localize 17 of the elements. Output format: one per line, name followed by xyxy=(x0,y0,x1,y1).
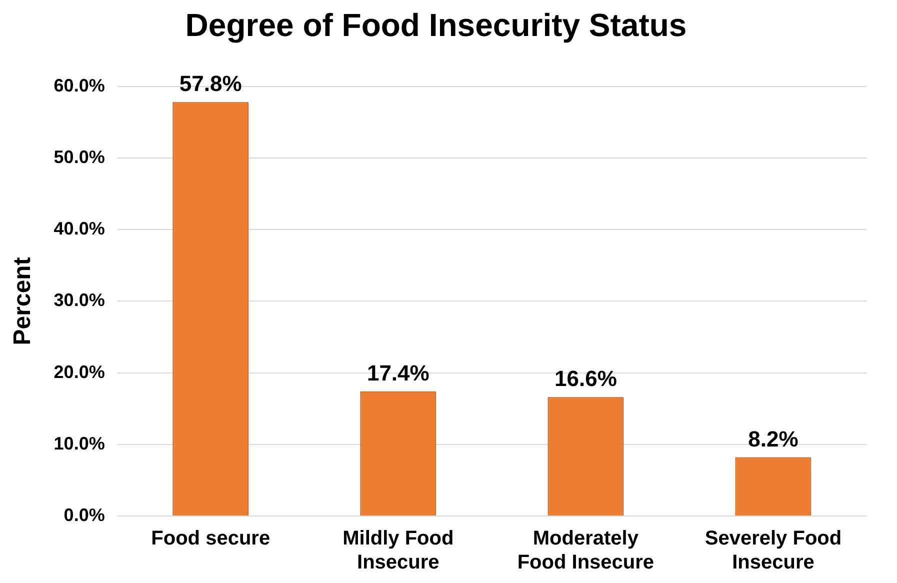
x-tick-label: Moderately Food Insecure xyxy=(517,528,654,574)
data-label: 8.2% xyxy=(748,426,798,452)
x-tick-label: Food secure xyxy=(151,528,270,550)
x-tick-label: Mildly Food Insecure xyxy=(342,528,454,574)
y-tick-label: 60.0% xyxy=(54,75,105,96)
y-tick-label: 40.0% xyxy=(54,218,105,239)
y-tick-label: 30.0% xyxy=(54,290,105,310)
data-label: 57.8% xyxy=(179,71,242,96)
y-tick-label: 0.0% xyxy=(64,504,105,525)
data-label: 16.6% xyxy=(554,366,617,392)
y-tick-label: 20.0% xyxy=(54,362,105,382)
chart-title: Degree of Food Insecurity Status xyxy=(185,7,687,44)
y-tick-label: 10.0% xyxy=(54,433,105,454)
y-axis-title: Percent xyxy=(9,257,36,346)
y-tick-label: 50.0% xyxy=(54,146,105,167)
x-tick-label: Severely Food Insecure xyxy=(704,528,842,574)
data-label: 17.4% xyxy=(366,360,430,386)
